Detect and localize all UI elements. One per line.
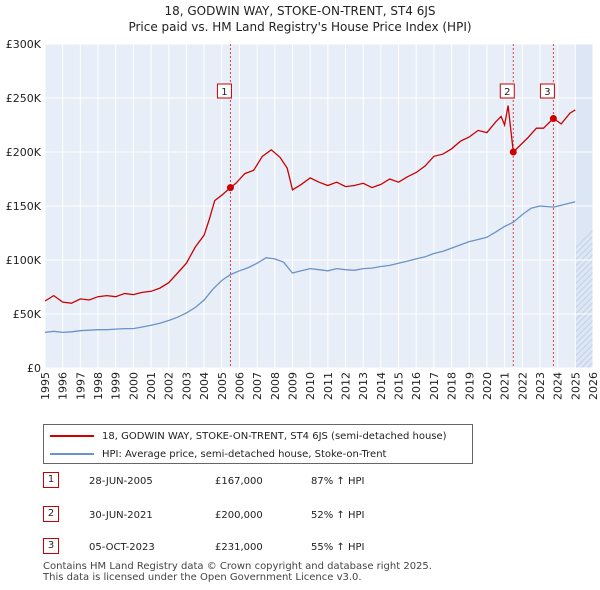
y-tick-label: £0 <box>27 362 41 375</box>
x-tick-label: 2026 <box>587 372 600 400</box>
legend-item-property: 18, GODWIN WAY, STOKE-ON-TRENT, ST4 6JS … <box>50 427 447 445</box>
x-tick-label: 2018 <box>446 372 459 400</box>
x-tick-label: 2004 <box>198 372 211 400</box>
chart-legend: 18, GODWIN WAY, STOKE-ON-TRENT, ST4 6JS … <box>43 424 473 464</box>
property-price-line <box>44 105 576 304</box>
price-chart: £0 £50K £100K £150K £200K £250K £300K 1995 1996 1… <box>6 38 600 400</box>
chart-title: 18, GODWIN WAY, STOKE-ON-TRENT, ST4 6JS <box>164 4 436 18</box>
sale-label-box <box>539 83 555 99</box>
sale-hpi-change: 55% ↑ HPI <box>311 542 365 553</box>
sale-number-badge: 3 <box>43 538 59 554</box>
sale-hpi-change: 52% ↑ HPI <box>311 510 365 521</box>
x-tick-label: 1996 <box>57 372 70 400</box>
x-tick-label: 2016 <box>410 372 423 400</box>
legend-label-hpi: HPI: Average price, semi-detached house,… <box>102 448 387 460</box>
x-tick-label: 2022 <box>516 372 529 400</box>
x-tick-label: 2010 <box>304 372 317 400</box>
sale-price: £231,000 <box>215 542 263 553</box>
sale-label-number: 1 <box>221 87 227 98</box>
x-tick-label: 1998 <box>92 372 105 400</box>
sale-label-number: 2 <box>504 87 510 98</box>
sale-label-number: 3 <box>544 87 550 98</box>
x-tick-label: 2025 <box>569 372 582 400</box>
legend-item-hpi: HPI: Average price, semi-detached house,… <box>50 445 386 463</box>
hpi-line <box>44 201 576 334</box>
x-tick-label: 2017 <box>428 372 441 400</box>
table-row: 3 05-OCT-2023 £231,000 55% ↑ HPI <box>43 538 463 558</box>
sale-date: 05-OCT-2023 <box>89 542 155 553</box>
x-tick-label: 2007 <box>251 372 264 400</box>
y-tick-label: £200K <box>6 146 42 159</box>
y-tick-label: £250K <box>6 92 42 105</box>
legend-swatch-property <box>50 435 94 437</box>
x-tick-label: 2005 <box>216 372 229 400</box>
x-tick-label: 2021 <box>499 372 512 400</box>
sale-label-box <box>499 83 515 99</box>
x-tick-label: 1999 <box>110 372 123 400</box>
sale-point <box>226 184 234 192</box>
y-tick-label: £50K <box>13 308 42 321</box>
sale-number-badge: 2 <box>43 506 59 522</box>
sale-price: £200,000 <box>215 510 263 521</box>
x-tick-label: 2019 <box>463 372 476 400</box>
x-tick-label: 2012 <box>340 372 353 400</box>
x-tick-label: 2001 <box>145 372 158 400</box>
x-tick-label: 2013 <box>357 372 370 400</box>
x-tick-label: 2006 <box>233 372 246 400</box>
future-hatch-line <box>592 367 593 368</box>
sale-date: 30-JUN-2021 <box>89 510 153 521</box>
x-tick-label: 2003 <box>180 372 193 400</box>
x-tick-label: 1997 <box>74 372 87 400</box>
x-tick-label: 2011 <box>322 372 335 400</box>
footer-licence: This data is licensed under the Open Gov… <box>43 572 362 583</box>
sale-hpi-change: 87% ↑ HPI <box>311 476 365 487</box>
x-tick-label: 2023 <box>534 372 547 400</box>
x-tick-label: 2015 <box>393 372 406 400</box>
y-tick-label: £150K <box>6 200 42 213</box>
chart-subtitle: Price paid vs. HM Land Registry's House … <box>128 20 472 34</box>
x-tick-label: 1995 <box>39 372 52 400</box>
legend-label-property: 18, GODWIN WAY, STOKE-ON-TRENT, ST4 6JS … <box>102 430 447 442</box>
y-tick-label: £300K <box>6 38 42 51</box>
x-tick-label: 2002 <box>163 372 176 400</box>
sale-label-box <box>216 83 232 99</box>
sale-price: £167,000 <box>215 476 263 487</box>
legend-swatch-hpi <box>50 453 94 455</box>
table-row: 2 30-JUN-2021 £200,000 52% ↑ HPI <box>43 506 463 526</box>
footer: Contains HM Land Registry data © Crown c… <box>43 561 432 583</box>
sale-number-badge: 1 <box>43 472 59 488</box>
x-tick-label: 2020 <box>481 372 494 400</box>
x-tick-label: 2009 <box>286 372 299 400</box>
y-tick-label: £100K <box>6 254 42 267</box>
x-tick-label: 2014 <box>375 372 388 400</box>
sale-point <box>549 115 557 123</box>
sale-point <box>509 148 517 156</box>
table-row: 1 28-JUN-2005 £167,000 87% ↑ HPI <box>43 472 463 492</box>
x-tick-label: 2008 <box>269 372 282 400</box>
x-tick-label: 2000 <box>127 372 140 400</box>
sale-date: 28-JUN-2005 <box>89 476 153 487</box>
x-tick-label: 2024 <box>552 372 565 400</box>
footer-copyright: Contains HM Land Registry data © Crown c… <box>43 561 432 572</box>
